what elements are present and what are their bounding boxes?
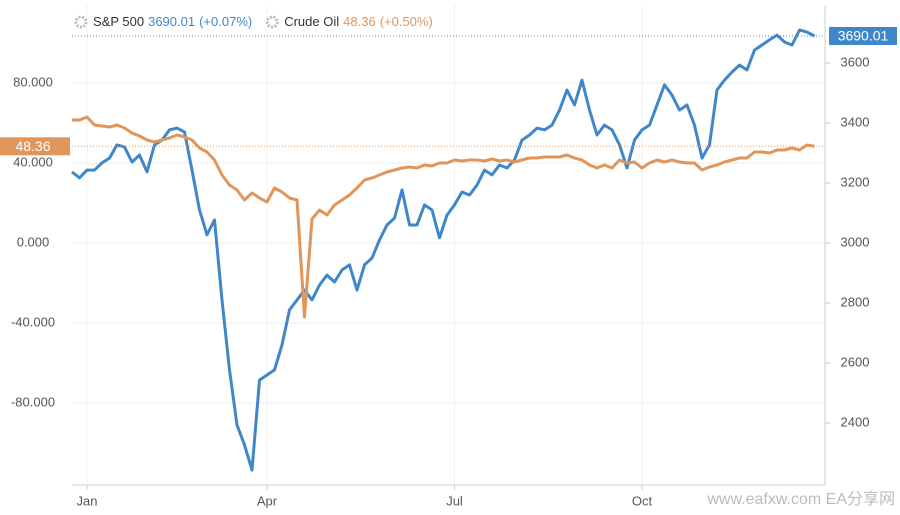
series-line — [71, 28, 816, 472]
y-tick-label: -80.000 — [11, 394, 55, 409]
x-tick-label: Oct — [632, 493, 653, 508]
legend-change: (+0.50%) — [380, 14, 433, 29]
legend-name: S&P 500 — [93, 14, 144, 29]
last-value-badge — [829, 26, 897, 45]
x-tick-label: Apr — [257, 493, 278, 508]
y2-tick-label: 2600 — [841, 354, 870, 369]
last-value-badge — [0, 137, 70, 156]
legend-name: Crude Oil — [284, 14, 339, 29]
y2-tick-label: 3000 — [841, 234, 870, 249]
last-value-label: 48.36 — [15, 138, 50, 154]
x-tick-label: Jan — [77, 493, 98, 508]
series-line — [72, 115, 815, 319]
legend-icon — [74, 15, 88, 29]
legend-value: 3690.01 — [148, 14, 195, 29]
y2-tick-label: 3400 — [841, 114, 870, 129]
x-tick-label: Jul — [446, 493, 463, 508]
y-tick-label: -40.000 — [11, 314, 55, 329]
y2-tick-label: 3200 — [841, 174, 870, 189]
legend-change: (+0.07%) — [199, 14, 252, 29]
y-tick-label: 40.000 — [13, 154, 53, 169]
y2-tick-label: 3600 — [841, 54, 870, 69]
y2-tick-label: 2800 — [841, 294, 870, 309]
y-tick-label: 80.000 — [13, 74, 53, 89]
legend-icon — [265, 15, 279, 29]
legend-entry: S&P 500 3690.01 (+0.07%) — [93, 14, 252, 29]
y2-tick-label: 2400 — [841, 414, 870, 429]
watermark: www.eafxw.com EA分享网 — [706, 490, 895, 508]
last-value-label: 3690.01 — [838, 28, 889, 44]
legend-value: 48.36 — [343, 14, 376, 29]
y-tick-label: 0.000 — [17, 234, 50, 249]
legend-entry: Crude Oil 48.36 (+0.50%) — [284, 14, 433, 29]
